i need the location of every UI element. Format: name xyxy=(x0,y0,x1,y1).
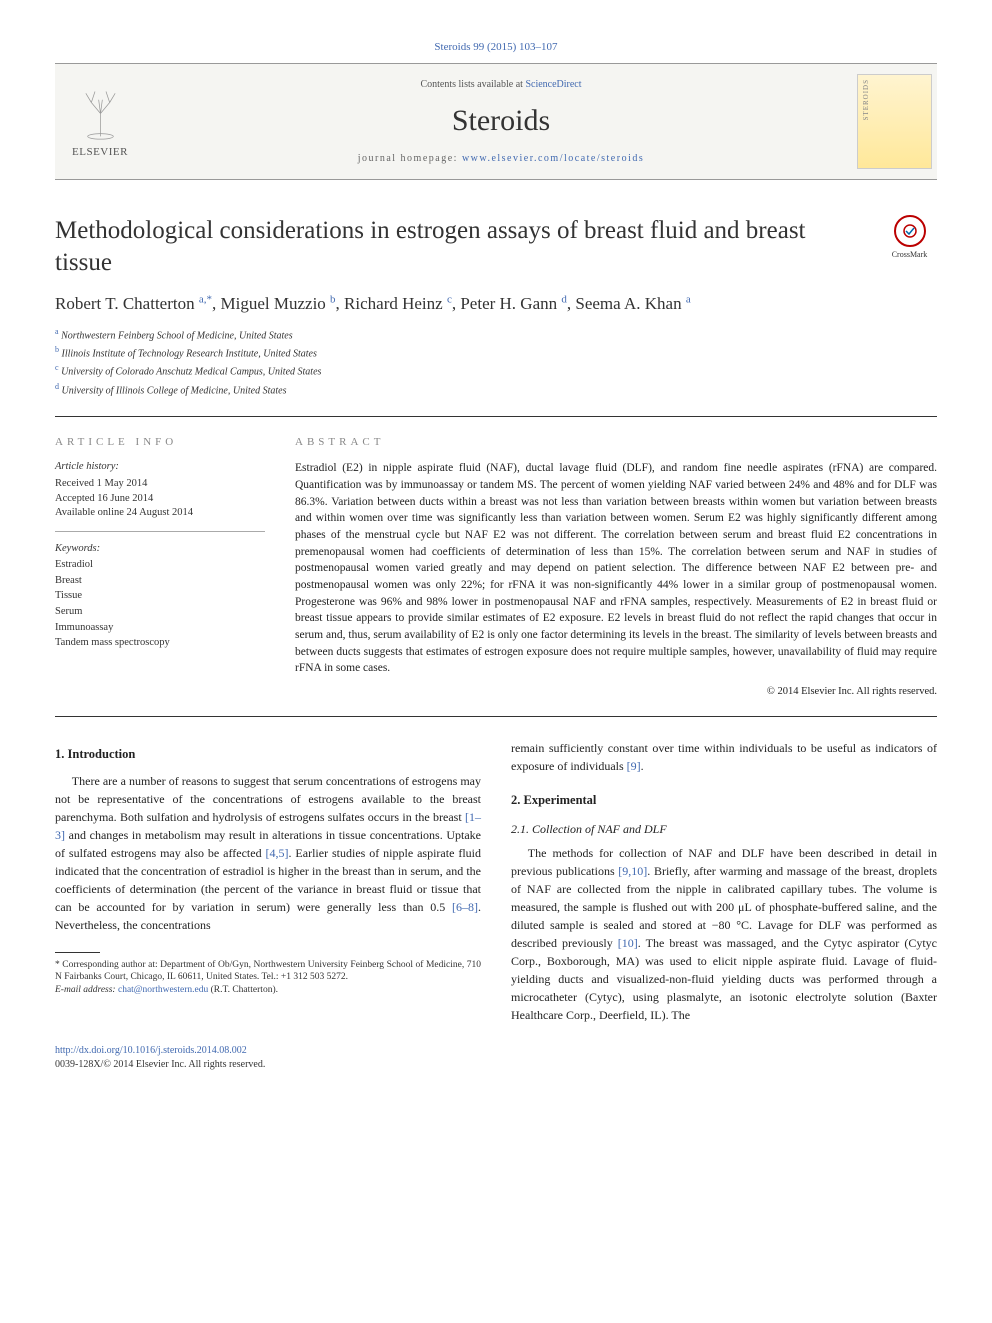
abstract-label: abstract xyxy=(295,435,937,450)
journal-cover-thumbnail: STEROIDS xyxy=(857,74,932,169)
journal-name: Steroids xyxy=(145,100,857,142)
corresponding-author-footnote: * Corresponding author at: Department of… xyxy=(55,959,481,985)
affiliation-line: d University of Illinois College of Medi… xyxy=(55,381,937,398)
affiliation-line: a Northwestern Feinberg School of Medici… xyxy=(55,326,937,343)
body-paragraph: The methods for collection of NAF and DL… xyxy=(511,844,937,1024)
email-link[interactable]: chat@northwestern.edu xyxy=(118,985,208,995)
cover-label: STEROIDS xyxy=(862,79,872,120)
keyword-line: Breast xyxy=(55,574,265,589)
reference-link[interactable]: [4,5] xyxy=(266,846,289,860)
body-column-left: 1. Introduction There are a number of re… xyxy=(55,739,481,1024)
body-column-right: remain sufficiently constant over time w… xyxy=(511,739,937,1024)
email-suffix: (R.T. Chatterton). xyxy=(208,985,278,995)
divider xyxy=(55,716,937,717)
homepage-prefix: journal homepage: xyxy=(358,153,462,164)
affiliation-line: c University of Colorado Anschutz Medica… xyxy=(55,362,937,379)
keyword-line: Tandem mass spectroscopy xyxy=(55,636,265,651)
crossmark-badge[interactable]: CrossMark xyxy=(882,215,937,260)
history-line: Accepted 16 June 2014 xyxy=(55,492,265,507)
history-line: Available online 24 August 2014 xyxy=(55,506,265,521)
abstract-copyright: © 2014 Elsevier Inc. All rights reserved… xyxy=(295,685,937,700)
email-label: E-mail address: xyxy=(55,985,118,995)
keyword-line: Serum xyxy=(55,605,265,620)
affiliations-block: a Northwestern Feinberg School of Medici… xyxy=(55,326,937,398)
info-abstract-row: article info Article history: Received 1… xyxy=(55,435,937,700)
elsevier-tree-icon xyxy=(70,83,130,143)
contents-prefix: Contents lists available at xyxy=(420,79,525,90)
divider xyxy=(55,416,937,417)
body-paragraph-continuation: remain sufficiently constant over time w… xyxy=(511,739,937,775)
homepage-link[interactable]: www.elsevier.com/locate/steroids xyxy=(462,153,644,164)
keywords-label: Keywords: xyxy=(55,542,265,557)
abstract-column: abstract Estradiol (E2) in nipple aspira… xyxy=(295,435,937,700)
affiliation-line: b Illinois Institute of Technology Resea… xyxy=(55,344,937,361)
doi-copyright: 0039-128X/© 2014 Elsevier Inc. All right… xyxy=(55,1059,265,1070)
publisher-name: ELSEVIER xyxy=(72,145,128,160)
page-container: Steroids 99 (2015) 103–107 ELSEVIER Cont… xyxy=(0,0,992,1112)
history-block: Article history: Received 1 May 2014Acce… xyxy=(55,460,265,532)
reference-link[interactable]: [6–8] xyxy=(452,900,478,914)
homepage-line: journal homepage: www.elsevier.com/locat… xyxy=(145,152,857,166)
section-heading-introduction: 1. Introduction xyxy=(55,745,481,764)
cover-thumbnail-block: STEROIDS xyxy=(857,74,937,169)
title-block: Methodological considerations in estroge… xyxy=(55,215,937,278)
email-footnote: E-mail address: chat@northwestern.edu (R… xyxy=(55,984,481,997)
masthead-center: Contents lists available at ScienceDirec… xyxy=(145,78,857,166)
history-line: Received 1 May 2014 xyxy=(55,477,265,492)
body-paragraph: There are a number of reasons to suggest… xyxy=(55,772,481,934)
masthead: ELSEVIER Contents lists available at Sci… xyxy=(55,63,937,180)
reference-link[interactable]: [9,10] xyxy=(618,864,647,878)
doi-block: http://dx.doi.org/10.1016/j.steroids.201… xyxy=(55,1044,937,1072)
footnote-separator xyxy=(55,952,100,953)
article-info-column: article info Article history: Received 1… xyxy=(55,435,265,700)
subsection-heading: 2.1. Collection of NAF and DLF xyxy=(511,820,937,838)
reference-link[interactable]: [9] xyxy=(627,759,641,773)
history-label: Article history: xyxy=(55,460,265,475)
citation-line: Steroids 99 (2015) 103–107 xyxy=(55,40,937,55)
body-columns: 1. Introduction There are a number of re… xyxy=(55,739,937,1024)
article-info-label: article info xyxy=(55,435,265,450)
section-heading-experimental: 2. Experimental xyxy=(511,791,937,810)
reference-link[interactable]: [10] xyxy=(618,936,638,950)
abstract-text: Estradiol (E2) in nipple aspirate fluid … xyxy=(295,460,937,677)
crossmark-icon xyxy=(894,215,926,247)
keyword-line: Tissue xyxy=(55,589,265,604)
contents-line: Contents lists available at ScienceDirec… xyxy=(145,78,857,92)
sciencedirect-link[interactable]: ScienceDirect xyxy=(525,79,581,90)
authors-line: Robert T. Chatterton a,*, Miguel Muzzio … xyxy=(55,292,937,316)
keyword-line: Immunoassay xyxy=(55,621,265,636)
keywords-block: Keywords: EstradiolBreastTissueSerumImmu… xyxy=(55,542,265,651)
crossmark-label: CrossMark xyxy=(882,249,937,260)
doi-link[interactable]: http://dx.doi.org/10.1016/j.steroids.201… xyxy=(55,1045,247,1056)
article-title: Methodological considerations in estroge… xyxy=(55,215,862,278)
publisher-logo-block: ELSEVIER xyxy=(55,83,145,160)
keyword-line: Estradiol xyxy=(55,558,265,573)
